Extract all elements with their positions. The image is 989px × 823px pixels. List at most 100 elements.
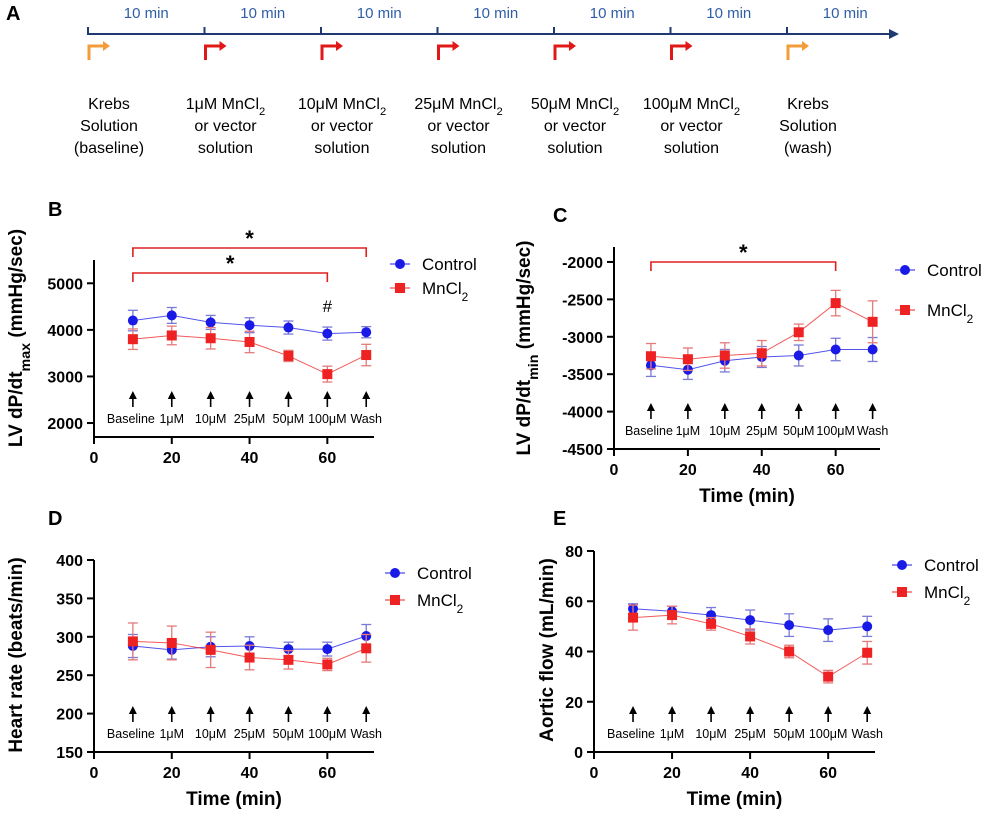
x-tick-label: 60 xyxy=(827,462,845,479)
significance-bracket xyxy=(132,272,329,282)
y-tick-label: 40 xyxy=(565,645,583,662)
dose-arrowhead xyxy=(794,403,803,411)
dose-arrowhead xyxy=(831,403,840,411)
data-point-control xyxy=(867,344,878,355)
dose-label: Wash xyxy=(350,412,382,426)
y-axis-label: LV dP/dtmin (mmHg/sec) xyxy=(514,240,542,455)
legend-label: MnCl2 xyxy=(417,591,464,616)
dose-arrowhead xyxy=(824,706,833,714)
x-tick-label: 20 xyxy=(163,765,181,782)
start-marker-arrowhead xyxy=(802,41,809,51)
dose-arrowhead xyxy=(206,391,215,399)
interval-label: 10 min xyxy=(590,5,635,22)
data-point-control xyxy=(166,310,177,321)
x-tick-label: 40 xyxy=(741,765,759,782)
stage-label-line: solution xyxy=(547,140,602,157)
data-point-mncl2 xyxy=(867,316,878,327)
dose-arrowhead xyxy=(128,391,137,399)
significance-star: * xyxy=(226,251,235,276)
data-point-control xyxy=(745,615,756,626)
dose-label: 100μM xyxy=(809,727,847,741)
start-marker-icon xyxy=(553,44,571,60)
y-axis-label: Aortic flow (mL/min) xyxy=(537,558,558,742)
start-marker-icon xyxy=(786,44,804,60)
x-tick-label: 60 xyxy=(318,450,336,467)
interval-label: 10 min xyxy=(706,5,751,22)
dose-arrowhead xyxy=(245,391,254,399)
dose-arrowhead xyxy=(245,706,254,714)
x-tick-label: 20 xyxy=(679,462,697,479)
start-marker-arrowhead xyxy=(452,41,460,51)
stage-label-line: solution xyxy=(431,140,486,157)
dose-arrowhead xyxy=(646,403,655,411)
interval-label: 10 min xyxy=(124,5,169,22)
data-point-control xyxy=(283,644,294,655)
data-point-control xyxy=(823,625,834,636)
dose-arrowhead xyxy=(362,391,371,399)
stage-label-line: 100μM MnCl2 xyxy=(643,96,740,118)
data-point-control xyxy=(205,317,216,328)
data-point-mncl2 xyxy=(793,327,804,338)
stage-label-line: (wash) xyxy=(784,140,832,157)
legend-label: Control xyxy=(417,564,472,583)
start-marker-arrowhead xyxy=(103,41,110,51)
x-tick-label: 0 xyxy=(90,450,99,467)
significance-hash: # xyxy=(323,297,333,316)
data-point-control xyxy=(784,620,795,631)
dose-arrowhead xyxy=(746,706,755,714)
data-point-mncl2 xyxy=(205,333,216,344)
dose-label: 50μM xyxy=(273,727,305,741)
dose-label: 10μM xyxy=(195,727,227,741)
stage-label-line: or vector xyxy=(194,118,257,135)
interval-label: 10 min xyxy=(357,5,402,22)
dose-label: 10μM xyxy=(195,412,227,426)
panel-label: E xyxy=(553,508,566,530)
dose-arrowhead xyxy=(720,403,729,411)
y-tick-label: -2500 xyxy=(562,292,603,309)
data-point-control xyxy=(127,315,138,326)
dose-arrowhead xyxy=(167,706,176,714)
significance-bracket xyxy=(650,261,837,271)
y-tick-label: 400 xyxy=(56,553,83,570)
dose-arrowhead xyxy=(683,403,692,411)
start-marker-arrowhead xyxy=(569,41,576,51)
timeline-panel: A 10 min 10 min 10 min 10 min 10 min 10 min 10 … xyxy=(6,3,899,157)
x-tick-label: 20 xyxy=(663,765,681,782)
stage-label-line: Solution xyxy=(80,118,138,135)
x-axis-label: Time (min) xyxy=(699,486,795,507)
panel-label: B xyxy=(48,199,62,221)
dose-arrowhead xyxy=(785,706,794,714)
stage-label-line: or vector xyxy=(311,118,374,135)
chart-panel-e: E 0 20 40 60 80 0 20 40 60 Time (min) Aortic flow (… xyxy=(537,508,979,810)
x-tick-label: 0 xyxy=(590,765,599,782)
data-point-mncl2 xyxy=(830,298,841,309)
data-point-mncl2 xyxy=(706,618,717,629)
dose-label: Wash xyxy=(851,727,883,741)
significance-star: * xyxy=(245,226,254,251)
y-tick-label: 5000 xyxy=(47,276,83,293)
data-point-mncl2 xyxy=(166,637,177,648)
data-point-mncl2 xyxy=(205,644,216,655)
legend-marker-control xyxy=(390,568,400,578)
x-tick-label: 60 xyxy=(318,765,336,782)
legend-label: Control xyxy=(927,261,982,280)
chart-panel-c: C -2000 -2500 -3000 -3500 -4000 -4500 0 20 40 60 Ti… xyxy=(514,205,982,507)
data-point-mncl2 xyxy=(745,631,756,642)
y-axis-label: LV dP/dtmax (mmHg/sec) xyxy=(6,229,34,447)
dose-arrowhead xyxy=(757,403,766,411)
data-point-mncl2 xyxy=(244,652,255,663)
dose-label: 1μM xyxy=(159,727,184,741)
significance-bracket xyxy=(132,247,368,257)
stage-label-line: solution xyxy=(314,140,369,157)
dose-arrowhead xyxy=(206,706,215,714)
stage-label-line: 1μM MnCl2 xyxy=(186,96,265,118)
y-tick-label: 3000 xyxy=(47,369,83,386)
interval-label: 10 min xyxy=(473,5,518,22)
y-tick-label: -3000 xyxy=(562,330,603,347)
stage-label-line: or vector xyxy=(544,118,607,135)
dose-label: Wash xyxy=(857,424,889,438)
dose-arrowhead xyxy=(284,706,293,714)
data-point-mncl2 xyxy=(628,612,639,623)
dose-arrowhead xyxy=(868,403,877,411)
